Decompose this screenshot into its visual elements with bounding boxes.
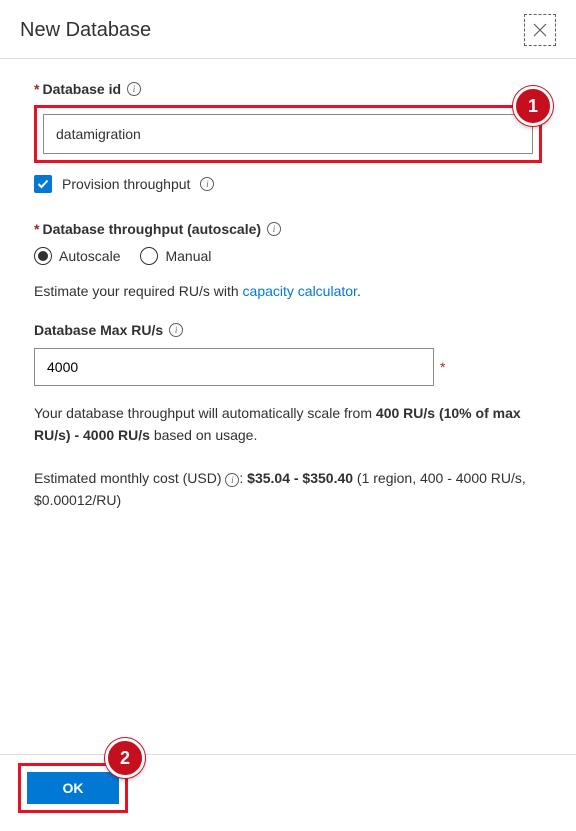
info-icon[interactable]: i (169, 323, 183, 337)
info-icon[interactable]: i (127, 82, 141, 96)
database-id-input[interactable] (43, 114, 533, 154)
info-icon[interactable]: i (267, 222, 281, 236)
panel-title: New Database (20, 19, 151, 42)
info-icon[interactable]: i (200, 177, 214, 191)
radio-icon (34, 247, 52, 265)
max-ru-section: Database Max RU/s i * (34, 322, 542, 386)
autoscale-info-text: Your database throughput will automatica… (34, 402, 542, 447)
radio-icon (140, 247, 158, 265)
throughput-mode-radio-group: Autoscale Manual (34, 247, 542, 265)
radio-manual[interactable]: Manual (140, 247, 211, 265)
close-button[interactable] (524, 14, 556, 46)
annotation-highlight-1: 1 (34, 105, 542, 163)
provision-throughput-label: Provision throughput (62, 176, 190, 192)
throughput-label: *Database throughput (autoscale) i (34, 221, 542, 237)
provision-throughput-checkbox[interactable] (34, 175, 52, 193)
max-ru-input[interactable] (34, 348, 434, 386)
panel-content: *Database id i 1 Provision throughput i … (0, 59, 576, 512)
close-icon (533, 23, 547, 37)
annotation-badge-1: 1 (513, 86, 553, 126)
required-asterisk: * (34, 221, 39, 237)
capacity-calculator-link[interactable]: capacity calculator (243, 283, 357, 299)
annotation-badge-2: 2 (105, 738, 145, 778)
panel-footer: OK 2 (0, 754, 576, 831)
provision-throughput-row: Provision throughput i (34, 175, 542, 193)
required-asterisk: * (440, 359, 445, 375)
database-id-section: *Database id i 1 (34, 81, 542, 163)
radio-autoscale[interactable]: Autoscale (34, 247, 120, 265)
estimated-cost-text: Estimated monthly cost (USD) i: $35.04 -… (34, 467, 542, 512)
check-icon (37, 178, 49, 190)
database-id-label: *Database id i (34, 81, 542, 97)
info-icon[interactable]: i (225, 473, 239, 487)
estimate-helper-text: Estimate your required RU/s with capacit… (34, 281, 542, 302)
radio-label: Manual (165, 248, 211, 264)
ok-button[interactable]: OK (27, 772, 119, 804)
max-ru-label: Database Max RU/s i (34, 322, 542, 338)
throughput-section: *Database throughput (autoscale) i Autos… (34, 221, 542, 302)
radio-label: Autoscale (59, 248, 120, 264)
max-ru-input-row: * (34, 348, 542, 386)
annotation-highlight-2: OK 2 (18, 763, 128, 813)
panel-header: New Database (0, 0, 576, 59)
required-asterisk: * (34, 81, 39, 97)
